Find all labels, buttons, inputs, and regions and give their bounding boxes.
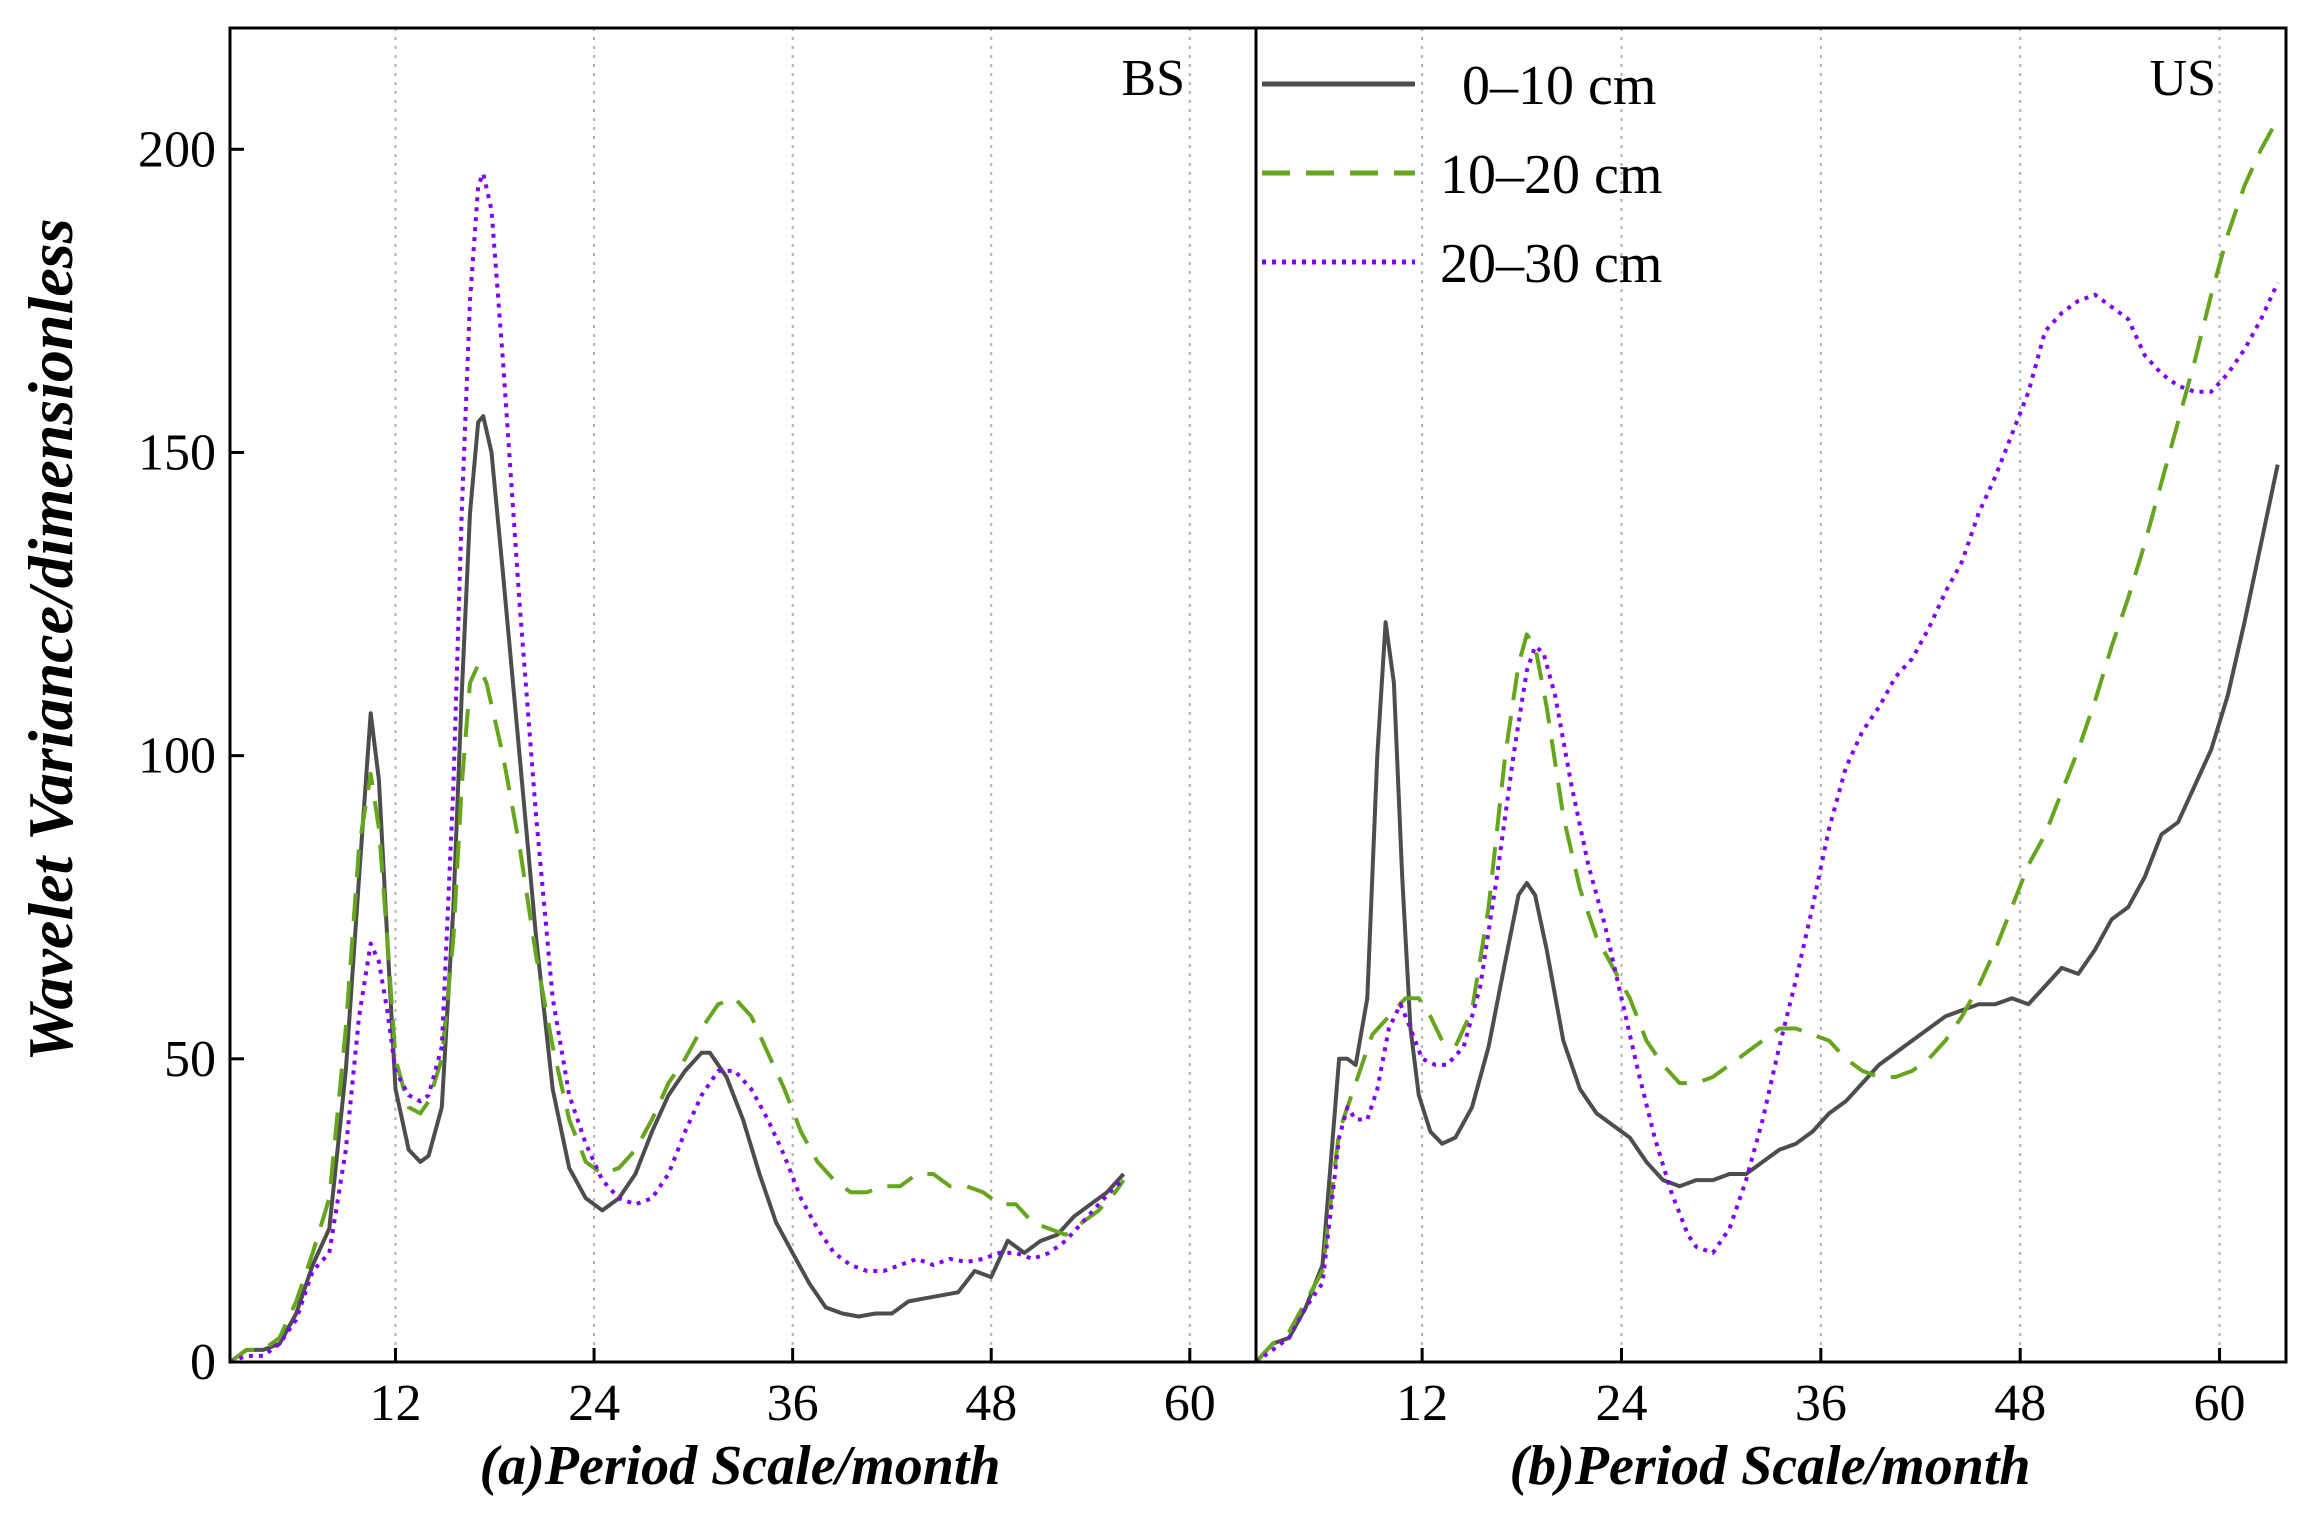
x-tick-label: 48 — [1994, 1375, 2046, 1432]
series-line-panel2-3 — [1254, 281, 2280, 1364]
y-tick-label: 100 — [138, 728, 216, 785]
legend-label-0-10cm: 0–10 cm — [1462, 55, 1656, 117]
series-line-panel1-3 — [229, 171, 1125, 1364]
legend-label-10-20cm: 10–20 cm — [1440, 144, 1662, 206]
frame-layer — [228, 26, 2288, 1364]
panel-b-tag: US — [2150, 50, 2216, 107]
panel-frame-2 — [1254, 26, 2288, 1364]
x-tick-label: 24 — [1595, 1375, 1647, 1432]
x-tick-label: 60 — [2194, 1375, 2246, 1432]
grid-layer — [394, 28, 2221, 1362]
series-line-panel1-1 — [228, 414, 1126, 1364]
x-tick-label: 12 — [1396, 1375, 1448, 1432]
panel-frame-1 — [228, 26, 1258, 1364]
panel-a-xlabel: (a)Period Scale/month — [479, 1435, 1000, 1497]
y-tick-label: 150 — [138, 424, 216, 481]
x-tick-label: 24 — [568, 1375, 620, 1432]
y-tick-label: 0 — [190, 1334, 216, 1391]
legend: 0–10 cm 10–20 cm 20–30 cm — [1262, 55, 1662, 295]
x-tick-label: 36 — [767, 1375, 819, 1432]
legend-label-20-30cm: 20–30 cm — [1440, 233, 1662, 295]
y-tick-label: 50 — [164, 1031, 216, 1088]
y-tick-label: 200 — [138, 121, 216, 178]
x-tick-label: 12 — [369, 1375, 421, 1432]
panel-b-xlabel: (b)Period Scale/month — [1509, 1435, 2030, 1497]
x-tick-label: 36 — [1795, 1375, 1847, 1432]
series-line-panel1-2 — [228, 662, 1126, 1364]
x-tick-label: 60 — [1164, 1375, 1216, 1432]
series-line-panel2-2 — [1254, 118, 2280, 1364]
x-tick-label: 48 — [965, 1375, 1017, 1432]
y-axis-title: Wavelet Variance/dimensionless — [15, 218, 86, 1061]
series-layer — [228, 118, 2280, 1364]
series-line-panel2-1 — [1254, 464, 2280, 1364]
panel-a-tag: BS — [1121, 50, 1185, 107]
ticks-layer: 12 24 36 48 60 12 24 36 48 60 0 50 100 150 200 — [138, 121, 2246, 1432]
